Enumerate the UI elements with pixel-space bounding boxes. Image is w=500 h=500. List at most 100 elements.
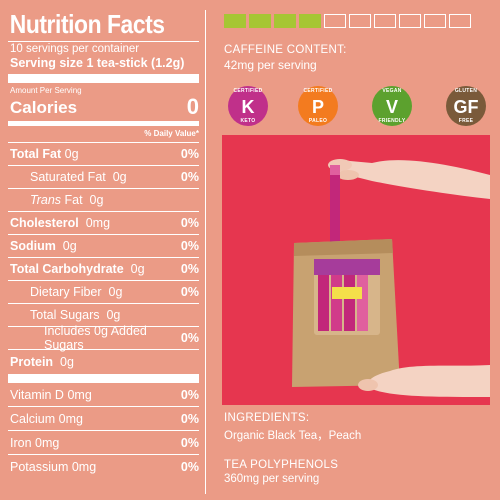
servings-per-container: 10 servings per container xyxy=(10,43,140,55)
ingredients-heading: INGREDIENTS: xyxy=(224,412,310,424)
nutrient-row-trans-fat: Trans Fat 0g xyxy=(8,189,199,212)
nutrient-percent: 0% xyxy=(180,216,199,230)
badge-top-text: GLUTEN xyxy=(454,88,478,94)
finger xyxy=(358,379,378,391)
daily-value-header: % Daily Value* xyxy=(8,128,199,143)
nutrient-row-total-fat: Total Fat 0g 0% xyxy=(8,143,199,166)
caffeine-meter-segment xyxy=(224,14,246,28)
caffeine-meter-segment xyxy=(349,14,371,28)
product-illustration xyxy=(292,159,490,397)
tea-stick xyxy=(330,165,340,243)
paleo-badge-icon: CERTIFIED P PALEO xyxy=(298,86,338,126)
nutrient-percent: 0% xyxy=(180,435,199,450)
keto-badge-icon: CERTIFIED K KETO xyxy=(228,86,268,126)
caffeine-meter-segment xyxy=(424,14,446,28)
nutrient-value: 0mg xyxy=(71,460,97,474)
nutrient-value: 0g xyxy=(89,193,104,207)
caffeine-meter-segment xyxy=(449,14,471,28)
caffeine-meter-segment xyxy=(324,14,346,28)
nutrient-percent: 0% xyxy=(180,262,199,276)
nutrient-percent: 0% xyxy=(180,147,199,161)
nutrient-row-sodium: Sodium 0g 0% xyxy=(8,235,199,258)
upper-hand xyxy=(336,160,490,199)
polyphenols-heading: TEA POLYPHENOLS xyxy=(224,459,339,471)
caffeine-meter-segment xyxy=(299,14,321,28)
badge-top-text: CERTIFIED xyxy=(233,88,263,94)
nutrient-percent: 0% xyxy=(180,239,199,253)
lower-hand xyxy=(368,365,490,397)
nutrient-percent: 0% xyxy=(180,170,199,184)
nutrient-value: 0g xyxy=(60,354,74,369)
stick xyxy=(331,271,342,331)
serving-size: Serving size 1 tea-stick (1.2g) xyxy=(8,56,199,71)
caffeine-heading: CAFFEINE CONTENT: xyxy=(224,44,347,56)
pouch-zip xyxy=(294,239,393,256)
nutrient-label: Total Carbohydrate xyxy=(10,262,124,276)
nutrient-label: Trans xyxy=(30,193,62,207)
product-photo xyxy=(222,135,490,405)
nutrient-row-vitamin-d: Vitamin D 0mg 0% xyxy=(8,383,199,407)
nutrient-label: Total Sugars xyxy=(30,308,100,322)
thick-divider xyxy=(8,374,199,383)
badge-letter: GF xyxy=(453,96,479,117)
nutrient-row-cholesterol: Cholesterol 0mg 0% xyxy=(8,212,199,235)
badge-bottom-text: FREE xyxy=(458,118,474,124)
nutrient-label: Sodium xyxy=(10,239,56,253)
badge-bottom-text: FRIENDLY xyxy=(378,118,406,124)
nutrient-label: Includes 0g Added Sugars xyxy=(44,324,147,352)
nutrient-label: Cholesterol xyxy=(10,216,79,230)
nutrient-label: Calcium xyxy=(10,411,56,426)
nutrient-label: Iron xyxy=(10,435,32,450)
caffeine-meter-segment xyxy=(249,14,271,28)
tea-stick-tip xyxy=(330,165,340,175)
nutrient-percent: 0% xyxy=(180,387,199,402)
nutrition-title: Nutrition Facts xyxy=(9,9,165,39)
nutrient-row-protein: Protein 0g xyxy=(8,350,199,373)
thick-divider xyxy=(8,74,199,83)
nutrient-value: 0mg xyxy=(58,411,83,426)
badge-top-text: VEGAN xyxy=(382,88,402,94)
polyphenols-value: 360mg per serving xyxy=(224,473,320,485)
caffeine-meter xyxy=(224,14,471,28)
nutrient-label: Dietary Fiber xyxy=(30,285,102,299)
stick xyxy=(318,271,329,331)
finger xyxy=(337,170,359,180)
nutrient-label: Vitamin D xyxy=(10,387,64,402)
badge-bottom-text: PALEO xyxy=(308,118,328,124)
stick xyxy=(344,271,355,331)
nutrient-label: Potassium xyxy=(10,460,69,474)
vegan-badge-icon: VEGAN V FRIENDLY xyxy=(372,86,412,126)
nutrient-row-total-carbohydrate: Total Carbohydrate 0g 0% xyxy=(8,258,199,281)
ingredients-value: Organic Black Tea，Peach xyxy=(224,430,362,442)
calories-row: Calories 0 xyxy=(8,96,199,118)
serving-size-label: Serving size xyxy=(10,56,83,70)
caffeine-value: 42mg per serving xyxy=(224,58,317,72)
badge-letter: P xyxy=(311,96,324,117)
badge-letter: K xyxy=(241,96,255,117)
nutrient-value: 0g xyxy=(64,147,79,161)
nutrient-label: Total Fat xyxy=(10,147,62,161)
nutrient-value: 0g xyxy=(108,285,123,299)
caffeine-meter-segment xyxy=(399,14,421,28)
nutrient-percent: 0% xyxy=(180,411,199,426)
nutrient-value: 0mg xyxy=(35,435,60,450)
nutrient-value: 0g xyxy=(112,170,127,184)
calories-value: 0 xyxy=(186,94,199,119)
nutrient-row-saturated-fat: Saturated Fat 0g 0% xyxy=(8,166,199,189)
nutrient-value: 0mg xyxy=(85,216,111,230)
calories-label: Calories xyxy=(10,98,78,117)
nutrient-row-added-sugars: Includes 0g Added Sugars 0% xyxy=(8,324,199,352)
medium-divider xyxy=(8,121,199,126)
nutrient-percent: 0% xyxy=(180,331,199,345)
nutrient-value: 0mg xyxy=(67,387,92,402)
pouch-label xyxy=(314,259,380,275)
badge-bottom-text: KETO xyxy=(240,118,256,124)
nutrient-row-calcium: Calcium 0mg 0% xyxy=(8,407,199,431)
nutrient-value: 0g xyxy=(130,262,145,276)
nutrient-percent: 0% xyxy=(180,460,199,474)
nutrient-label-suffix: Fat xyxy=(64,193,83,207)
caffeine-meter-segment xyxy=(374,14,396,28)
serving-size-value: 1 tea-stick (1.2g) xyxy=(86,56,185,70)
badge-letter: V xyxy=(385,96,398,117)
nutrient-value: 0g xyxy=(106,308,121,322)
